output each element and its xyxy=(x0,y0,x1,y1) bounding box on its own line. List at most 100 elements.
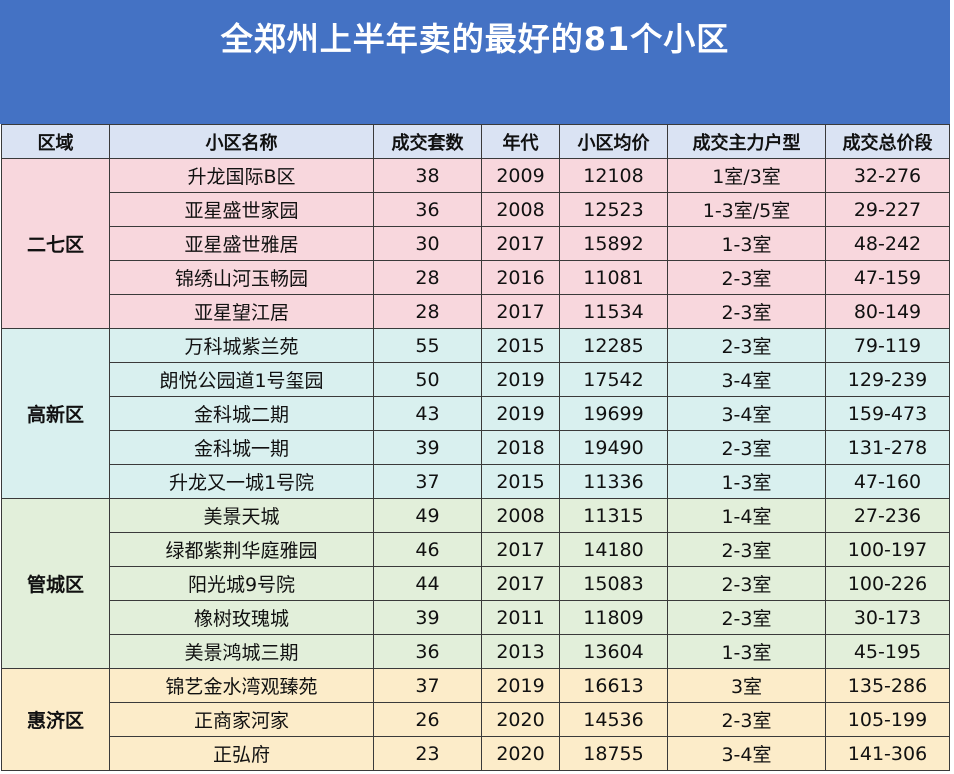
community-name-cell: 锦绣山河玉畅园 xyxy=(109,260,374,295)
year-cell: 2020 xyxy=(481,736,560,771)
year-cell: 2017 xyxy=(481,226,560,261)
header-total-price-range: 成交总价段 xyxy=(825,124,950,159)
avg-price-cell: 11809 xyxy=(559,600,668,635)
deal-count-cell: 44 xyxy=(373,566,482,601)
avg-price-cell: 12285 xyxy=(559,328,668,363)
table-row: 金科城二期 43 2019 19699 3-4室 159-473 xyxy=(2,396,950,431)
table-row: 正弘府 23 2020 18755 3-4室 141-306 xyxy=(2,736,950,771)
year-cell: 2016 xyxy=(481,260,560,295)
table-row: 橡树玫瑰城 39 2011 11809 2-3室 30-173 xyxy=(2,600,950,635)
community-name-cell: 升龙又一城1号院 xyxy=(109,464,374,499)
community-name-cell: 亚星盛世家园 xyxy=(109,192,374,227)
deal-count-cell: 46 xyxy=(373,532,482,567)
deal-count-cell: 50 xyxy=(373,362,482,397)
avg-price-cell: 12108 xyxy=(559,158,668,193)
community-name-cell: 朗悦公园道1号玺园 xyxy=(109,362,374,397)
deal-count-cell: 28 xyxy=(373,294,482,329)
district-cell: 管城区 xyxy=(1,498,110,669)
table-row: 亚星望江居 28 2017 11534 2-3室 80-149 xyxy=(2,294,950,329)
main-layout-cell: 2-3室 xyxy=(667,328,826,363)
main-layout-cell: 1室/3室 xyxy=(667,158,826,193)
year-cell: 2017 xyxy=(481,294,560,329)
community-name-cell: 绿都紫荆华庭雅园 xyxy=(109,532,374,567)
main-layout-cell: 2-3室 xyxy=(667,600,826,635)
table-row: 高新区 万科城紫兰苑 55 2015 12285 2-3室 79-119 xyxy=(1,328,950,499)
year-cell: 2011 xyxy=(481,600,560,635)
deal-count-cell: 28 xyxy=(373,260,482,295)
deal-count-cell: 23 xyxy=(373,736,482,771)
main-layout-cell: 2-3室 xyxy=(667,532,826,567)
community-name-cell: 升龙国际B区 xyxy=(109,158,374,193)
deal-count-cell: 43 xyxy=(373,396,482,431)
total-price-range-cell: 100-197 xyxy=(825,532,950,567)
avg-price-cell: 16613 xyxy=(559,668,668,703)
district-cell: 高新区 xyxy=(1,328,110,499)
header-avg-price: 小区均价 xyxy=(559,124,668,159)
year-cell: 2013 xyxy=(481,634,560,669)
header-row: 区域 小区名称 成交套数 年代 小区均价 成交主力户型 成交总价段 xyxy=(1,124,950,159)
community-name-cell: 阳光城9号院 xyxy=(109,566,374,601)
year-cell: 2015 xyxy=(481,328,560,363)
total-price-range-cell: 129-239 xyxy=(825,362,950,397)
community-name-cell: 橡树玫瑰城 xyxy=(109,600,374,635)
community-sales-table: 区域 小区名称 成交套数 年代 小区均价 成交主力户型 成交总价段 二七区 升龙国… xyxy=(1,124,950,771)
total-price-range-cell: 100-226 xyxy=(825,566,950,601)
header-deal-count: 成交套数 xyxy=(373,124,482,159)
deal-count-cell: 49 xyxy=(373,498,482,533)
avg-price-cell: 11336 xyxy=(559,464,668,499)
avg-price-cell: 15083 xyxy=(559,566,668,601)
avg-price-cell: 13604 xyxy=(559,634,668,669)
community-name-cell: 正商家河家 xyxy=(109,702,374,737)
avg-price-cell: 12523 xyxy=(559,192,668,227)
avg-price-cell: 19699 xyxy=(559,396,668,431)
deal-count-cell: 36 xyxy=(373,634,482,669)
header-district: 区域 xyxy=(1,124,110,159)
title-banner: 全郑州上半年卖的最好的81个小区 xyxy=(0,0,950,124)
total-price-range-cell: 48-242 xyxy=(825,226,950,261)
page-title: 全郑州上半年卖的最好的81个小区 xyxy=(220,20,730,58)
table-row: 二七区 升龙国际B区 38 2009 12108 1室/3室 32-276 xyxy=(1,158,950,329)
total-price-range-cell: 80-149 xyxy=(825,294,950,329)
deal-count-cell: 39 xyxy=(373,430,482,465)
table-row: 锦绣山河玉畅园 28 2016 11081 2-3室 47-159 xyxy=(2,260,950,295)
community-name-cell: 锦艺金水湾观臻苑 xyxy=(109,668,374,703)
community-name-cell: 亚星盛世雅居 xyxy=(109,226,374,261)
table-row: 金科城一期 39 2018 19490 2-3室 131-278 xyxy=(2,430,950,465)
total-price-range-cell: 105-199 xyxy=(825,702,950,737)
year-cell: 2019 xyxy=(481,362,560,397)
deal-count-cell: 38 xyxy=(373,158,482,193)
main-layout-cell: 2-3室 xyxy=(667,260,826,295)
avg-price-cell: 14536 xyxy=(559,702,668,737)
main-layout-cell: 1-3室/5室 xyxy=(667,192,826,227)
avg-price-cell: 18755 xyxy=(559,736,668,771)
total-price-range-cell: 79-119 xyxy=(825,328,950,363)
main-layout-cell: 3-4室 xyxy=(667,362,826,397)
community-name-cell: 美景鸿城三期 xyxy=(109,634,374,669)
deal-count-cell: 37 xyxy=(373,464,482,499)
main-layout-cell: 1-3室 xyxy=(667,634,826,669)
main-layout-cell: 2-3室 xyxy=(667,430,826,465)
table-row: 升龙又一城1号院 37 2015 11336 1-3室 47-160 xyxy=(2,464,950,499)
avg-price-cell: 19490 xyxy=(559,430,668,465)
main-layout-cell: 2-3室 xyxy=(667,294,826,329)
year-cell: 2017 xyxy=(481,566,560,601)
table-row: 惠济区 锦艺金水湾观臻苑 37 2019 16613 3室 135-286 xyxy=(1,668,950,771)
avg-price-cell: 11534 xyxy=(559,294,668,329)
total-price-range-cell: 29-227 xyxy=(825,192,950,227)
main-layout-cell: 1-3室 xyxy=(667,464,826,499)
year-cell: 2017 xyxy=(481,532,560,567)
community-name-cell: 万科城紫兰苑 xyxy=(109,328,374,363)
main-layout-cell: 3-4室 xyxy=(667,396,826,431)
year-cell: 2019 xyxy=(481,396,560,431)
header-community-name: 小区名称 xyxy=(109,124,374,159)
table-row: 管城区 美景天城 49 2008 11315 1-4室 27-236 xyxy=(1,498,950,669)
deal-count-cell: 39 xyxy=(373,600,482,635)
community-name-cell: 金科城二期 xyxy=(109,396,374,431)
deal-count-cell: 55 xyxy=(373,328,482,363)
main-layout-cell: 3室 xyxy=(667,668,826,703)
table-row: 美景鸿城三期 36 2013 13604 1-3室 45-195 xyxy=(2,634,950,669)
table-row: 阳光城9号院 44 2017 15083 2-3室 100-226 xyxy=(2,566,950,601)
deal-count-cell: 26 xyxy=(373,702,482,737)
header-year: 年代 xyxy=(481,124,560,159)
table-row: 正商家河家 26 2020 14536 2-3室 105-199 xyxy=(2,702,950,737)
